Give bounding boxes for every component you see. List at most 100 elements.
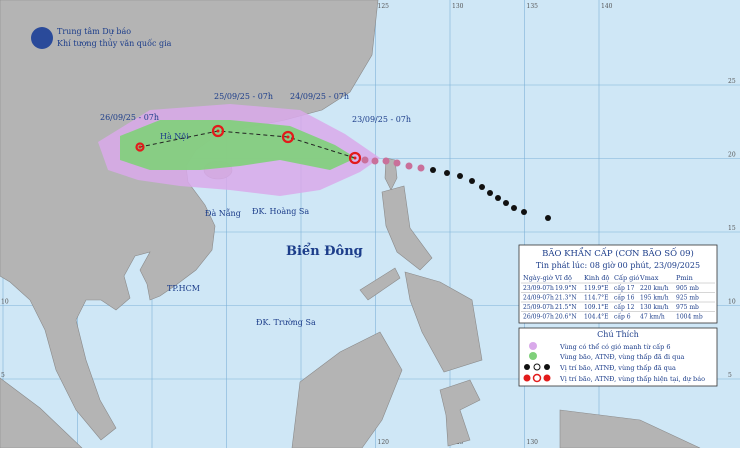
- past-position: [479, 184, 485, 190]
- table-cell: 905 mb: [676, 285, 699, 292]
- lon-label: 125: [378, 3, 390, 10]
- table-cell: 24/09-07h: [523, 295, 554, 302]
- table-cell: 130 km/h: [640, 304, 669, 311]
- table-cell: cấp 6: [614, 314, 631, 321]
- forecast-position: [135, 142, 145, 152]
- storm-cone: [120, 120, 356, 170]
- info-box: BÃO KHẨN CẤP (CƠN BÃO SỐ 09) Tin phát lú…: [518, 244, 718, 324]
- forecast-label: 23/09/25 - 07h: [352, 115, 411, 124]
- legend-swatch: [523, 374, 531, 382]
- past-position: [521, 209, 527, 215]
- past-position: [503, 200, 509, 206]
- header-line1: Trung tâm Dự báo: [57, 27, 131, 36]
- table-cell: 19.9°N: [555, 285, 577, 292]
- table-header: Pmin: [676, 274, 693, 282]
- table-cell: 20.6°N: [555, 314, 577, 321]
- lat-label: 20: [728, 152, 736, 159]
- forecast-label: 26/09/25 - 07h: [100, 113, 159, 122]
- legend-frame: [518, 327, 718, 387]
- forecast-positions: [135, 124, 362, 165]
- legend-swatch: [529, 352, 537, 360]
- lon-label: 130: [452, 3, 464, 10]
- table-header: Vĩ độ: [554, 274, 572, 282]
- past-position: [371, 157, 379, 165]
- info-title: BÃO KHẨN CẤP (CƠN BÃO SỐ 09): [542, 246, 694, 259]
- table-header: Cấp gió: [614, 273, 639, 282]
- lat-label: 10: [728, 299, 736, 306]
- table-cell: 23/09-07h: [523, 285, 554, 292]
- table-cell: 26/09-07h: [523, 314, 554, 321]
- place-label: Hà Nội: [160, 132, 189, 141]
- table-cell: cấp 17: [614, 285, 635, 292]
- place-label: ĐK. Hoàng Sa: [252, 207, 309, 216]
- lat-label: 5: [728, 372, 732, 379]
- table-cell: cấp 16: [614, 295, 635, 302]
- table-cell: 220 km/h: [640, 285, 669, 292]
- lat-label: 10: [1, 299, 9, 306]
- table-cell: 21.3°N: [555, 295, 577, 302]
- legend-swatch: [544, 364, 550, 370]
- forecast-position: [348, 151, 362, 165]
- past-position: [457, 173, 463, 179]
- table-cell: 195 km/h: [640, 295, 669, 302]
- table-header: Vmax: [639, 274, 659, 282]
- past-position: [487, 190, 493, 196]
- legend-item: Vị trí bão, ATNĐ, vùng thấp đã qua: [559, 363, 676, 372]
- info-box-frame: [518, 244, 718, 324]
- forecast-eye: [286, 135, 290, 139]
- past-position: [382, 157, 390, 165]
- legend-swatch: [533, 363, 541, 371]
- past-position: [444, 170, 450, 176]
- place-labels: Hà Nội Đà Nẵng ĐK. Hoàng Sa Biển Đông TP…: [160, 132, 363, 327]
- lon-label: 140: [601, 3, 613, 10]
- legend-title: Chú Thích: [597, 330, 639, 339]
- past-track: [361, 156, 551, 221]
- table-header: Kinh độ: [584, 274, 610, 282]
- past-position: [495, 195, 501, 201]
- lat-label: 25: [728, 78, 736, 85]
- forecast-labels: 26/09/25 - 07h 25/09/25 - 07h 24/09/25 -…: [100, 92, 411, 124]
- lat-label: 15: [728, 225, 736, 232]
- table-cell: 975 mb: [676, 304, 699, 311]
- legend-swatch: [543, 374, 551, 382]
- legend-swatch: [529, 342, 537, 350]
- table-header: Ngày-giờ: [523, 273, 554, 282]
- past-position: [511, 205, 517, 211]
- table-cell: 109.1°E: [584, 304, 609, 311]
- table-cell: 114.7°E: [584, 295, 609, 302]
- past-position: [545, 215, 551, 221]
- past-position: [361, 156, 369, 164]
- logo: [31, 27, 53, 49]
- forecast-eye: [138, 145, 142, 149]
- forecast-eye: [353, 156, 357, 160]
- lat-label: 5: [1, 372, 5, 379]
- forecast-track: [139, 130, 356, 159]
- table-cell: 1004 mb: [676, 314, 703, 321]
- info-issued: Tin phát lúc: 08 giờ 00 phút, 23/09/2025: [536, 261, 700, 270]
- legend-item: Vùng bão, ATNĐ, vùng thấp đã đi qua: [559, 352, 685, 361]
- legend-item: Vị trí bão, ATNĐ, vùng thấp hiện tại, dự…: [559, 374, 705, 383]
- past-position: [469, 178, 475, 184]
- table-cell: 104.4°E: [584, 314, 609, 321]
- table-cell: 119.9°E: [584, 285, 609, 292]
- legend: Chú Thích Vùng có thể có gió mạnh từ cấp…: [518, 327, 718, 387]
- forecast-label: 25/09/25 - 07h: [214, 92, 273, 101]
- past-position: [393, 159, 401, 167]
- info-table: Ngày-giờ Vĩ độ Kinh độ Cấp gió Vmax Pmin 23/09…: [521, 273, 715, 321]
- past-position: [405, 162, 413, 170]
- past-position: [430, 167, 436, 173]
- legend-swatch: [524, 364, 530, 370]
- table-cell: 47 km/h: [640, 314, 665, 321]
- place-label: ĐK. Trường Sa: [256, 318, 316, 327]
- lon-label: 130: [527, 439, 539, 446]
- forecast-position: [211, 124, 225, 138]
- forecast-position: [281, 130, 295, 144]
- forecast-label: 24/09/25 - 07h: [290, 92, 349, 101]
- table-cell: 25/09-07h: [523, 304, 554, 311]
- past-position: [417, 164, 425, 172]
- lon-label: 120: [378, 439, 390, 446]
- place-label: Biển Đông: [286, 243, 363, 259]
- place-label: Đà Nẵng: [205, 209, 241, 218]
- header-line2: Khí tượng thủy văn quốc gia: [57, 39, 172, 48]
